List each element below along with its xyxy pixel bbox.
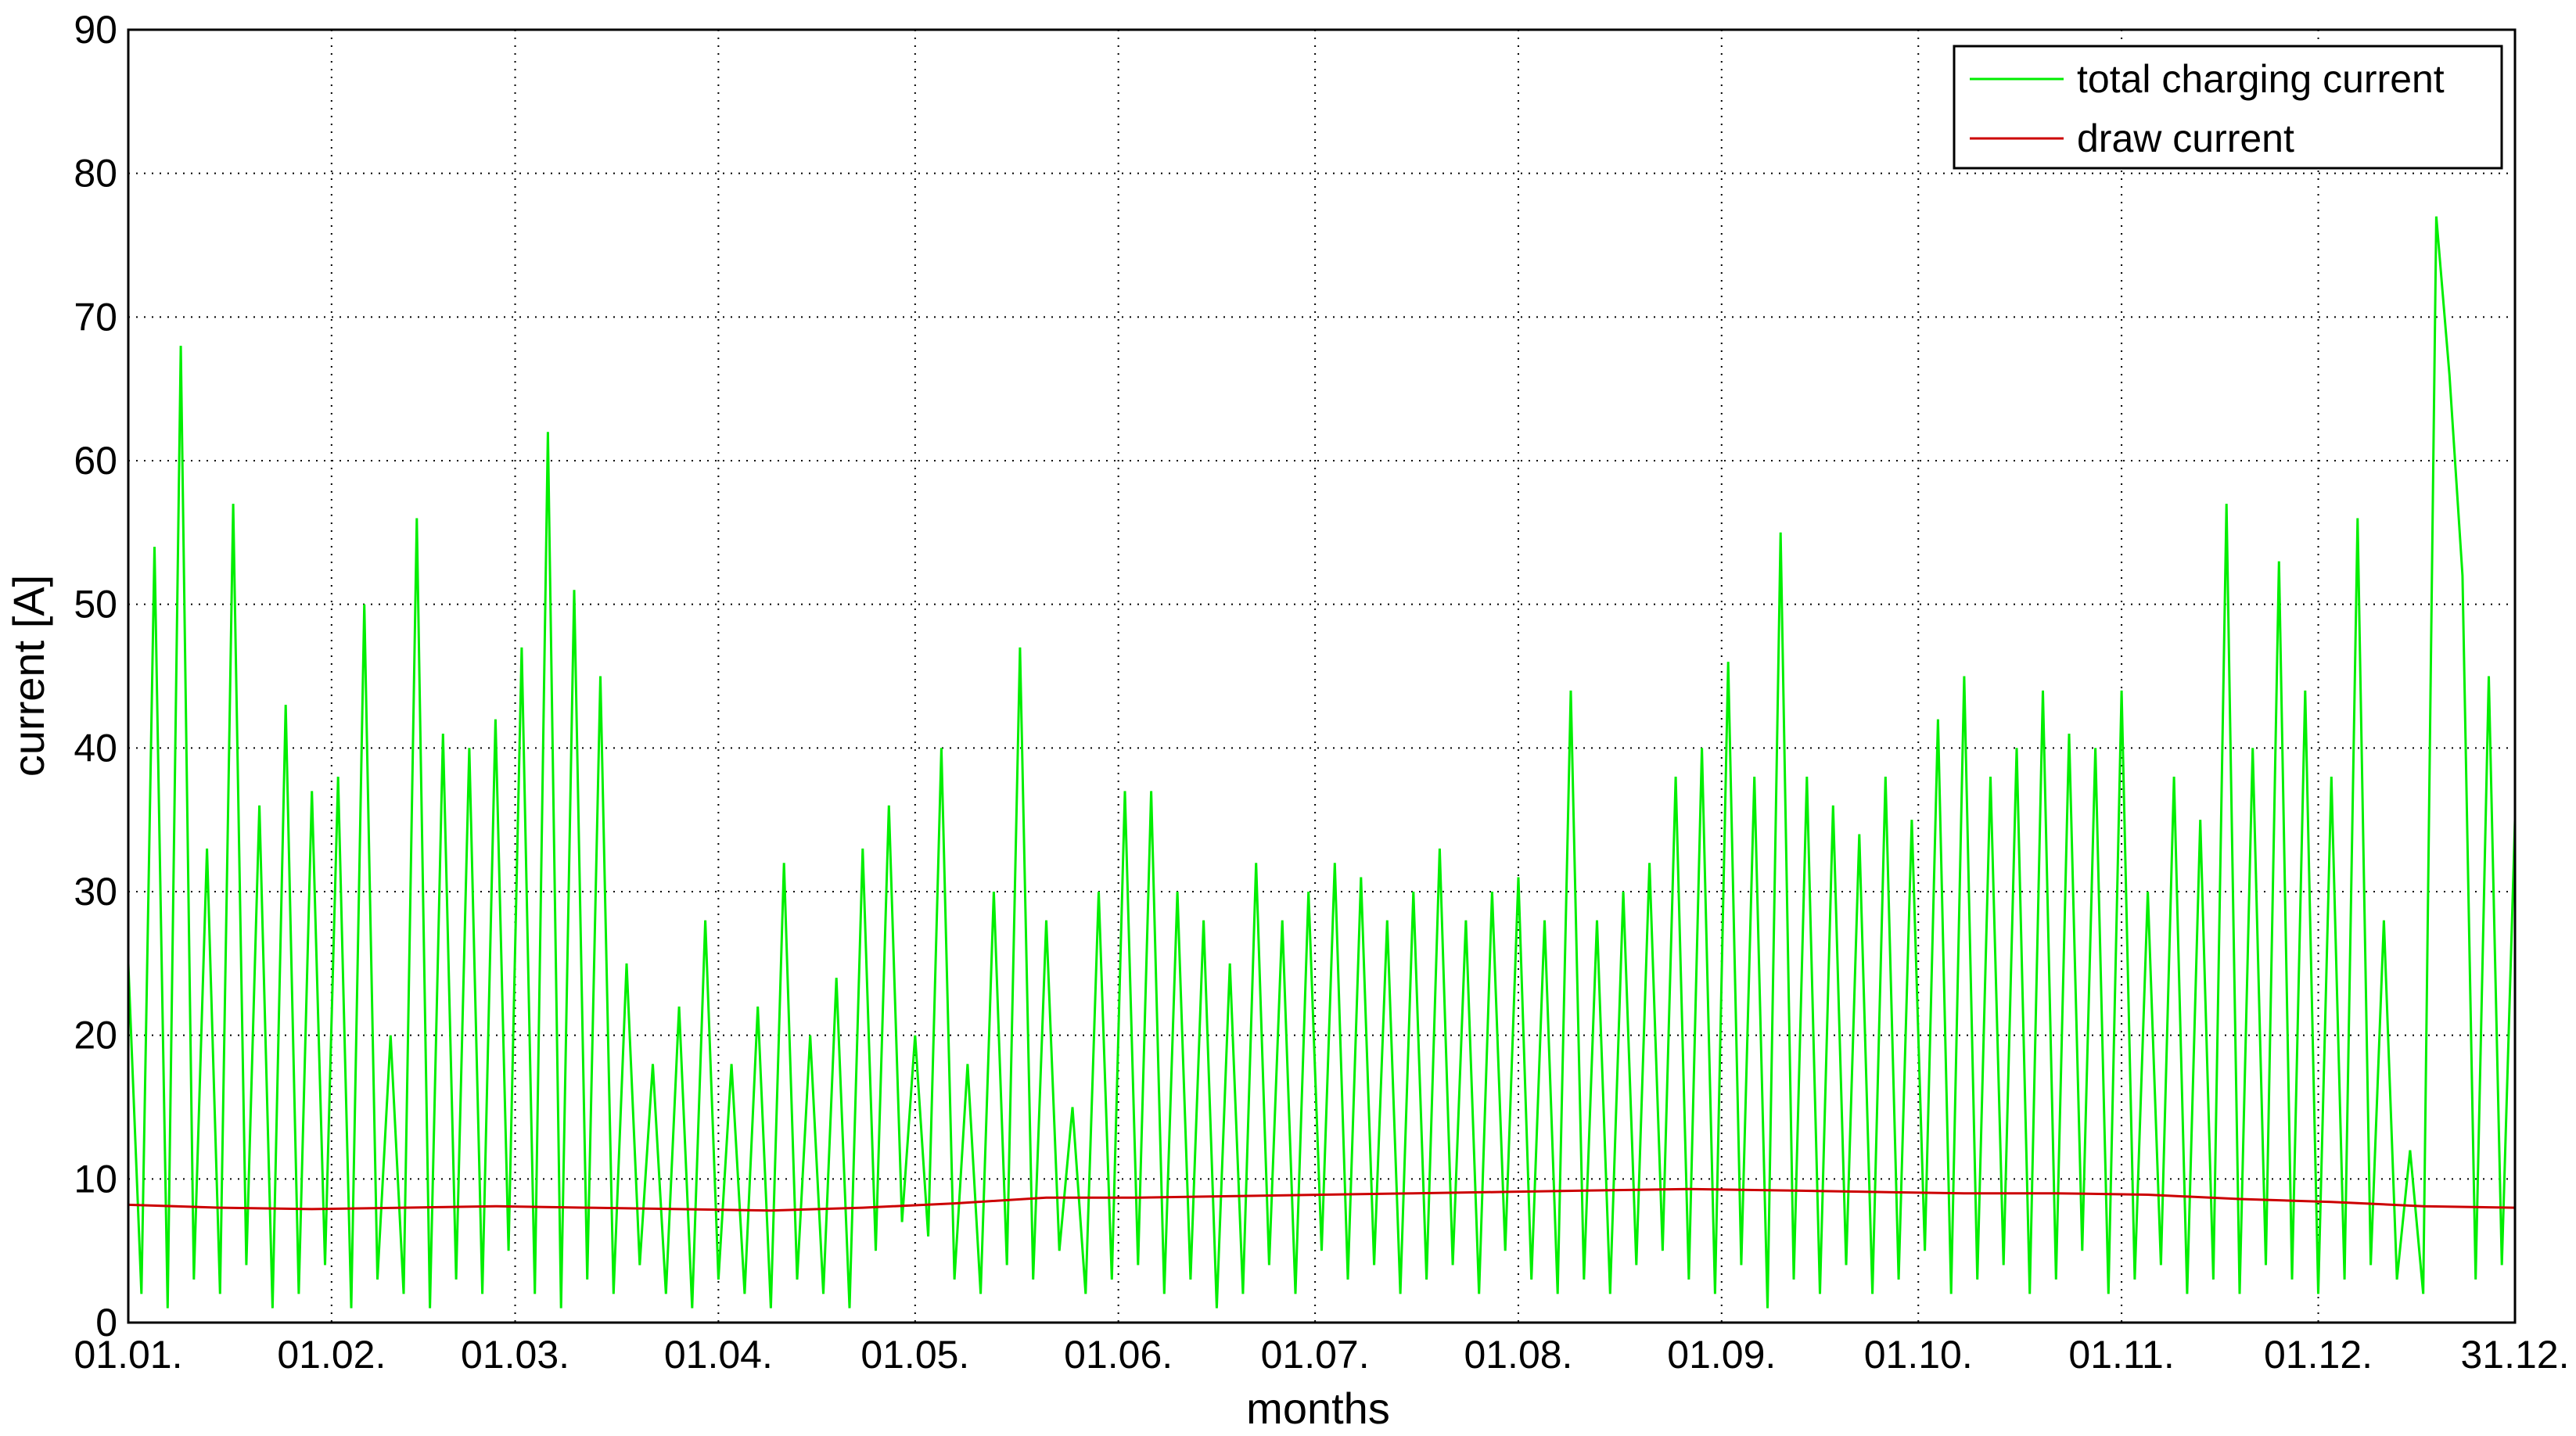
x-axis-label: months	[1246, 1384, 1390, 1433]
y-tick-label: 40	[74, 726, 117, 770]
x-tick-label: 01.06.	[1064, 1333, 1173, 1377]
series-line	[127, 216, 2517, 1309]
legend-label: total charging current	[2077, 57, 2445, 101]
x-tick-label: 01.03.	[461, 1333, 569, 1377]
series-line	[128, 1187, 2516, 1212]
y-tick-label: 90	[74, 8, 117, 52]
y-tick-label: 0	[95, 1301, 117, 1344]
y-tick-label: 60	[74, 439, 117, 483]
plot-frame	[127, 28, 2517, 1324]
y-tick-label: 70	[74, 295, 117, 339]
x-tick-label: 31.12.	[2460, 1333, 2569, 1377]
x-tick-label: 01.07.	[1261, 1333, 1370, 1377]
x-tick-label: 01.09.	[1667, 1333, 1776, 1377]
x-tick-label: 01.04.	[664, 1333, 773, 1377]
x-tick-label: 01.01.	[74, 1333, 182, 1377]
x-tick-label: 01.08.	[1464, 1333, 1572, 1377]
x-tick-label: 01.11.	[2068, 1333, 2174, 1377]
legend-box	[1953, 45, 2503, 170]
x-tick-label: 01.10.	[1864, 1333, 1973, 1377]
y-tick-label: 20	[74, 1014, 117, 1057]
legend-label: draw current	[2077, 117, 2294, 160]
x-tick-label: 01.02.	[277, 1333, 386, 1377]
y-tick-label: 50	[74, 583, 117, 626]
y-tick-label: 10	[74, 1157, 117, 1201]
x-tick-label: 01.05.	[860, 1333, 969, 1377]
y-tick-label: 30	[74, 870, 117, 914]
y-tick-label: 80	[74, 152, 117, 196]
x-tick-label: 01.12.	[2264, 1333, 2373, 1377]
y-axis-label: current [A]	[4, 575, 53, 777]
